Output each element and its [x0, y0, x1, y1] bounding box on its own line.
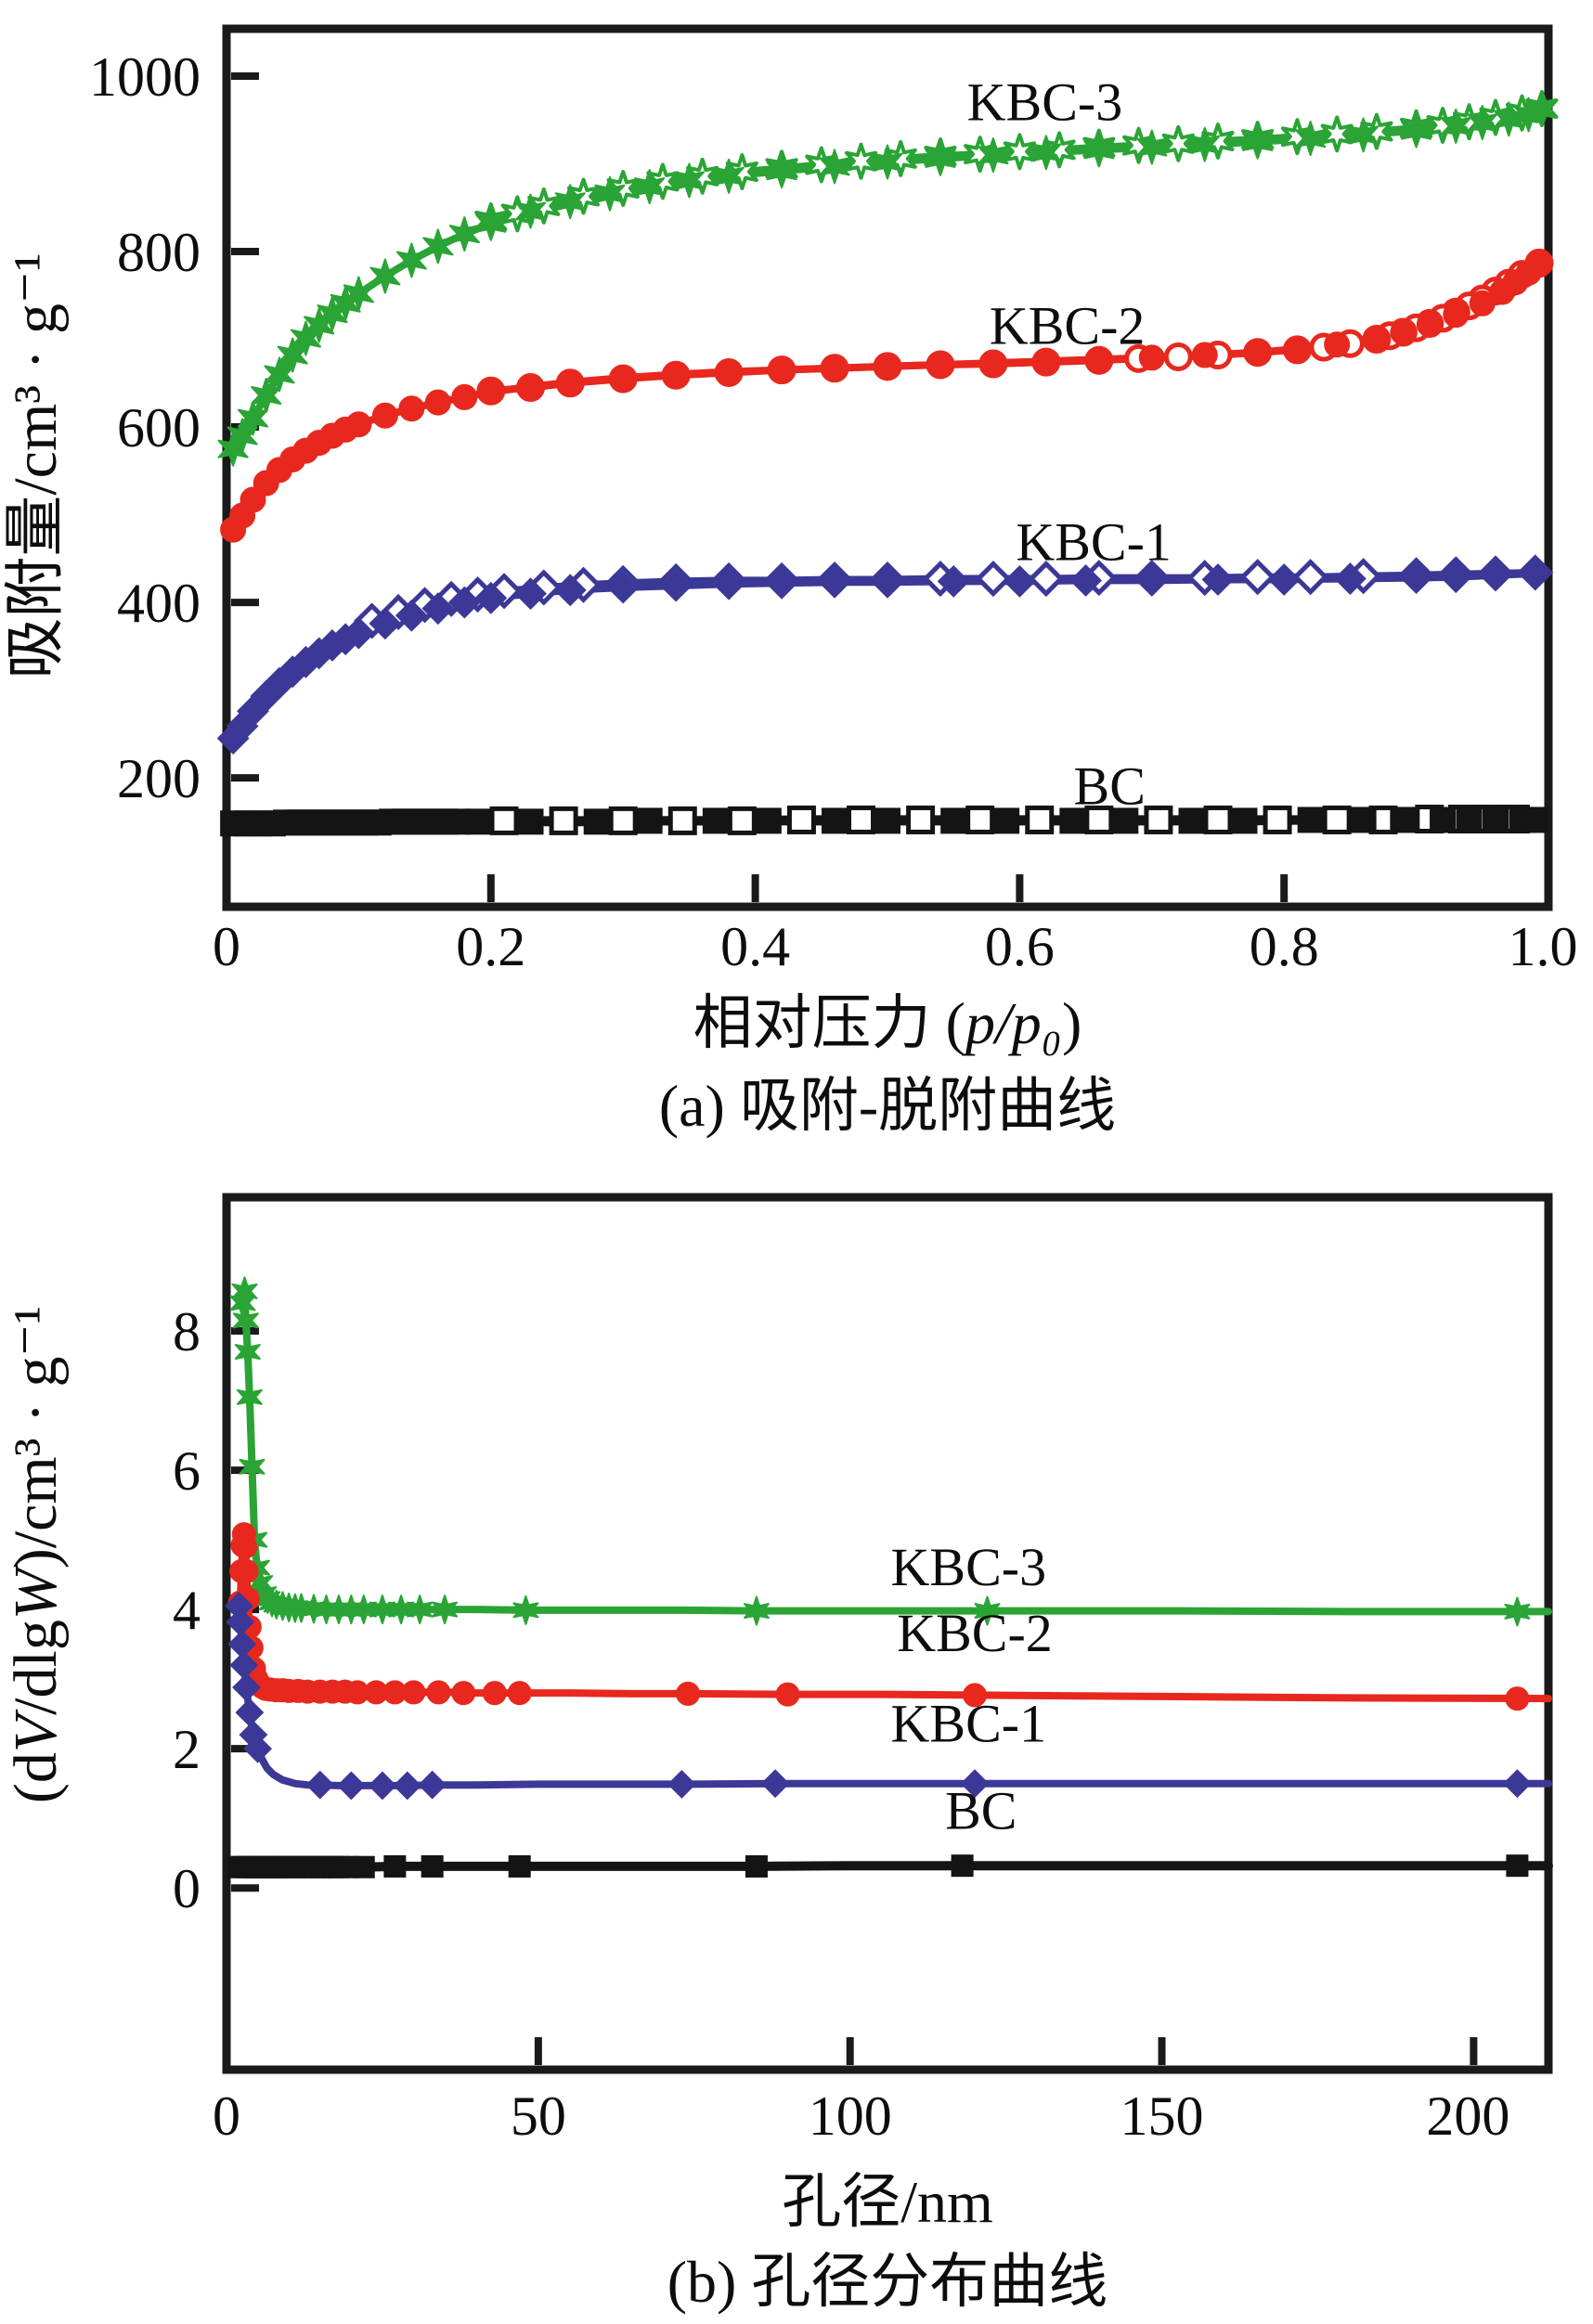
series-label-KBC-3: KBC-3: [967, 71, 1123, 132]
series-label-BC: BC: [945, 1780, 1017, 1840]
series-label-KBC-1: KBC-1: [1016, 512, 1172, 573]
x-tick-label: 0.6: [985, 916, 1055, 977]
markers-BC-filled: [220, 807, 1548, 837]
markers-KBC-3-filled: [229, 1276, 1531, 1627]
series-label-BC: BC: [1074, 755, 1146, 816]
x-tick-label: 50: [511, 2085, 566, 2147]
series-label-KBC-3: KBC-3: [891, 1537, 1047, 1597]
x-axis-title-a: 相对压力 (p/p₀): [693, 990, 1082, 1056]
y-tick-label: 600: [117, 397, 201, 458]
y-tick-labels-b: 0 2 4 6 8: [173, 1301, 201, 1919]
y-tick-label: 1000: [89, 46, 201, 108]
caption-b: (b) 孔径分布曲线: [667, 2249, 1108, 2315]
plot-frame-b: [222, 1193, 1553, 2074]
series-BC: [220, 804, 1548, 837]
markers-KBC-1-filled: [216, 557, 1552, 755]
series-KBC-2: [220, 248, 1554, 543]
markers-KBC-2-filled: [220, 252, 1553, 543]
markers-KBC-1-filled: [225, 1591, 1532, 1801]
y-axis-title-a: 吸附量/cm³ · g⁻¹: [2, 252, 70, 678]
series-label-KBC-2: KBC-2: [990, 295, 1146, 355]
markers-BC-filled: [227, 1854, 1529, 1879]
x-axis-title-b: 孔径/nm: [782, 2169, 993, 2235]
y-tick-label: 400: [117, 573, 201, 634]
x-tick-labels-a: 0 0.2 0.4 0.6 0.8 1.0: [213, 916, 1578, 977]
y-tick-label: 800: [117, 222, 201, 283]
x-tick-label: 150: [1120, 2085, 1204, 2147]
series-KBC-3: [229, 1276, 1552, 1627]
series-KBC-3: [217, 90, 1559, 467]
x-tick-label: 0.4: [720, 916, 790, 977]
chart-a-adsorption-isotherms: 0 0.2 0.4 0.6 0.8 1.0 200 400 600 800 1000 相对压力 (p/…: [2, 24, 1578, 1056]
x-tick-label: 0: [213, 2085, 240, 2147]
y-tick-labels-a: 200 400 600 800 1000: [89, 46, 201, 809]
x-tick-labels-b: 0 50 100 150 200: [213, 2085, 1509, 2147]
y-tick-label: 2: [173, 1719, 201, 1780]
series-BC: [227, 1854, 1553, 1879]
markers-KBC-3-filled: [217, 91, 1558, 467]
axis-ticks-a: [231, 72, 1289, 902]
series-KBC-2: [227, 1522, 1552, 1711]
plot-frame-a: [222, 24, 1553, 911]
markers-KBC-2-filled: [227, 1522, 1530, 1711]
x-tick-label: 0.2: [456, 916, 525, 977]
series-label-KBC-1: KBC-1: [891, 1694, 1047, 1754]
y-tick-label: 200: [117, 748, 201, 809]
y-tick-label: 0: [173, 1858, 201, 1919]
y-tick-label: 6: [173, 1440, 201, 1502]
x-tick-label: 0.8: [1250, 916, 1319, 977]
y-axis-title-b: (dV/dlgW)/cm³ · g⁻¹: [2, 1306, 70, 1803]
x-tick-label: 100: [809, 2085, 892, 2147]
chart-b-pore-size-distribution: 0 50 100 150 200 0 2 4 6 8 孔径/nm (dV/dlgW)/cm³ · g⁻…: [2, 1193, 1553, 2235]
y-tick-label: 8: [173, 1301, 201, 1362]
y-tick-label: 4: [173, 1580, 201, 1641]
x-tick-label: 1.0: [1509, 916, 1578, 977]
series-label-KBC-2: KBC-2: [897, 1603, 1053, 1663]
x-tick-label: 0: [213, 916, 240, 977]
x-tick-label: 200: [1426, 2085, 1509, 2147]
caption-a: (a) 吸附-脱附曲线: [658, 1073, 1117, 1139]
series-KBC-1: [216, 554, 1554, 755]
series-KBC-1: [225, 1591, 1552, 1801]
